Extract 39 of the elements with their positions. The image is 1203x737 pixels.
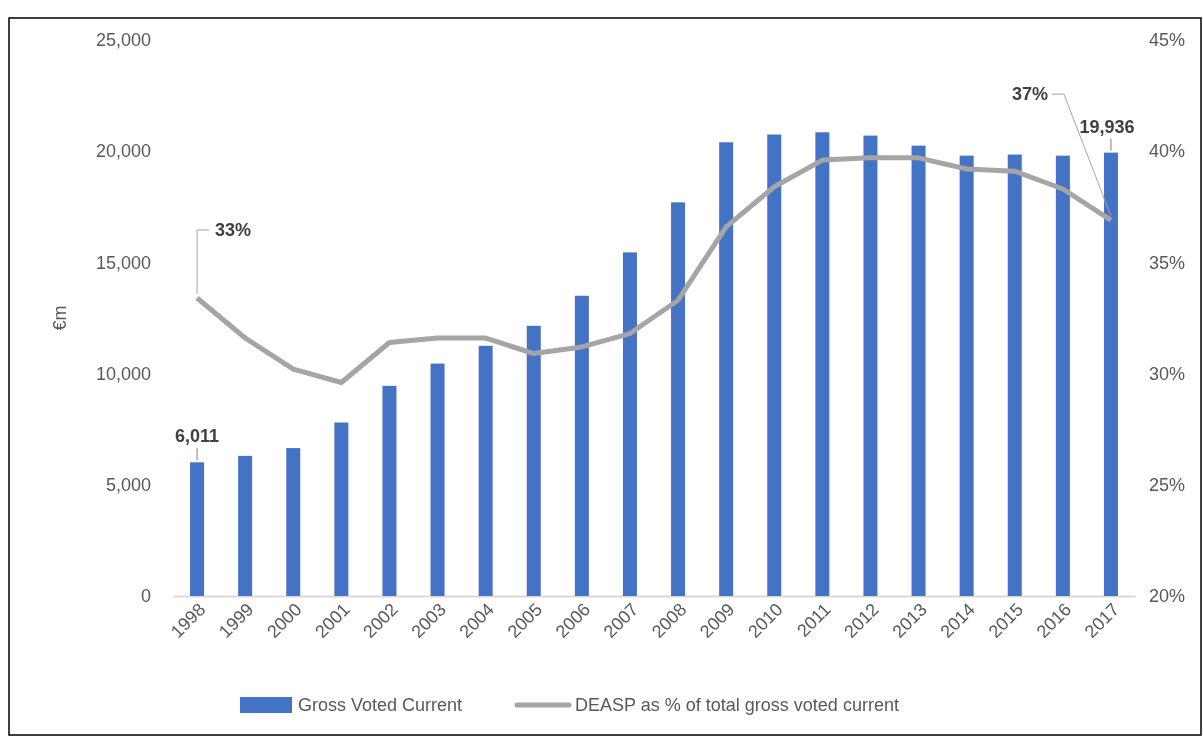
data-label: 6,011: [175, 426, 220, 447]
bar: [430, 363, 445, 596]
bar: [959, 155, 974, 596]
bar: [1055, 155, 1070, 596]
y-tick-label: 25,000: [95, 30, 151, 51]
y2-tick-label: 45%: [1149, 30, 1186, 51]
bar: [622, 252, 637, 596]
legend-label: Gross Voted Current: [298, 695, 463, 715]
bar: [815, 132, 830, 596]
y-tick-label: 5,000: [105, 475, 151, 496]
bar: [574, 295, 589, 596]
bar: [190, 462, 205, 596]
y2-tick-label: 25%: [1149, 475, 1186, 496]
bar: [382, 385, 397, 596]
bar: [719, 142, 734, 596]
bar: [671, 202, 686, 596]
y2-tick-label: 35%: [1149, 252, 1186, 273]
y2-tick-label: 20%: [1149, 586, 1186, 607]
bar: [478, 345, 493, 596]
bar: [1103, 152, 1118, 596]
y-axis-title: €m: [50, 305, 70, 331]
data-label: 19,936: [1079, 116, 1135, 137]
bar: [1007, 154, 1022, 596]
y2-tick-label: 30%: [1149, 363, 1186, 384]
bar: [286, 448, 301, 596]
bar: [911, 145, 926, 596]
y-tick-label: 0: [140, 586, 151, 607]
bar: [767, 134, 782, 596]
y2-tick-label: 40%: [1149, 141, 1186, 162]
bar: [526, 325, 541, 596]
legend-label: DEASP as % of total gross voted current: [575, 695, 899, 715]
y-tick-label: 10,000: [95, 363, 151, 384]
bar: [334, 422, 349, 596]
y-tick-label: 20,000: [95, 141, 151, 162]
y-tick-label: 15,000: [95, 252, 151, 273]
data-label: 33%: [215, 219, 252, 240]
bar: [863, 135, 878, 596]
bar: [238, 455, 253, 596]
data-label: 37%: [1011, 84, 1048, 105]
